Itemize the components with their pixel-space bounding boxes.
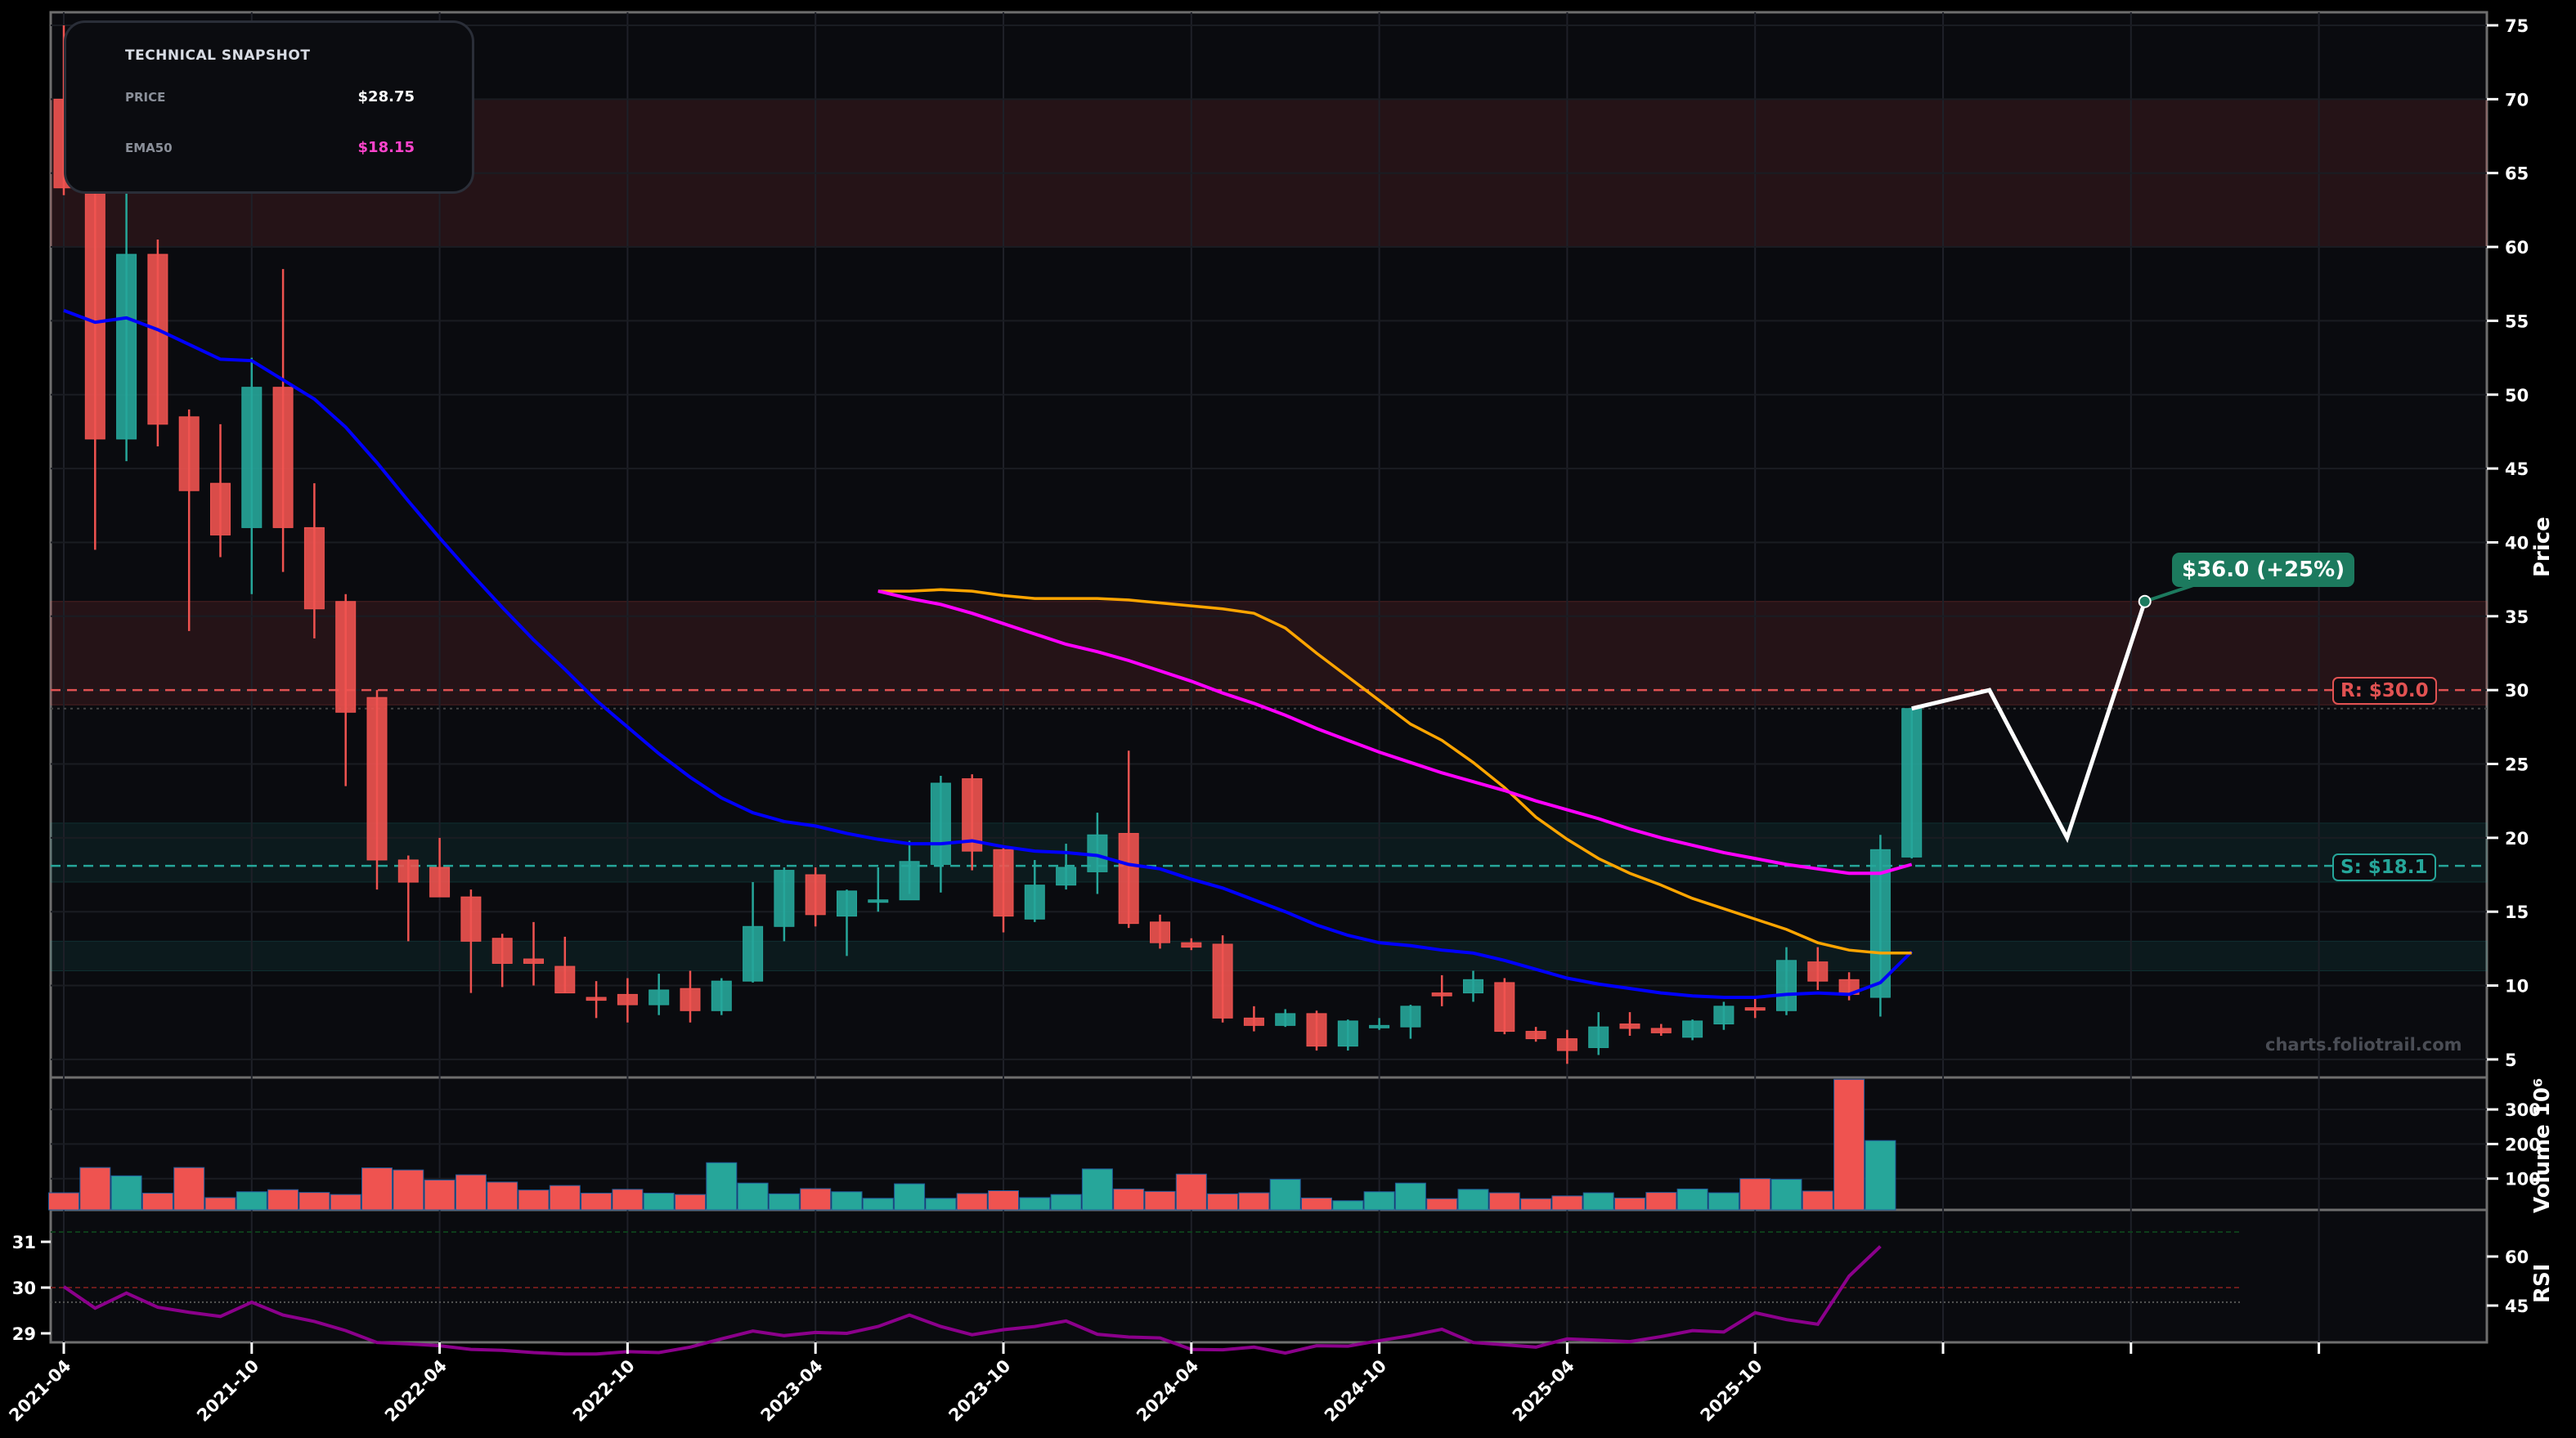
svg-text:2024-10: 2024-10 <box>1321 1356 1390 1426</box>
support-tag: S: $18.1 <box>2332 853 2436 881</box>
svg-text:2025-04: 2025-04 <box>1509 1356 1578 1426</box>
svg-text:31: 31 <box>12 1233 36 1252</box>
price-label: PRICE <box>125 89 166 105</box>
volume-axis-title: Volume 10⁶ <box>2530 1077 2555 1213</box>
svg-text:2021-10: 2021-10 <box>193 1356 263 1426</box>
resistance-tag: R: $30.0 <box>2332 677 2437 705</box>
svg-text:25: 25 <box>2505 755 2529 775</box>
svg-text:29: 29 <box>12 1324 36 1344</box>
ema50-value: $18.15 <box>357 139 415 156</box>
price-value: $28.75 <box>357 88 415 105</box>
target-price-label: $36.0 (+25%) <box>2172 553 2355 587</box>
technical-snapshot-panel: TECHNICAL SNAPSHOT PRICE $28.75 EMA50 $1… <box>64 20 474 194</box>
svg-text:2024-04: 2024-04 <box>1133 1356 1202 1426</box>
svg-text:45: 45 <box>2505 459 2529 479</box>
svg-text:75: 75 <box>2505 16 2529 36</box>
snapshot-title: TECHNICAL SNAPSHOT <box>125 47 311 64</box>
svg-text:45: 45 <box>2505 1297 2529 1316</box>
svg-text:60: 60 <box>2505 1248 2529 1267</box>
svg-text:70: 70 <box>2505 90 2529 110</box>
svg-text:60: 60 <box>2505 238 2529 258</box>
svg-text:35: 35 <box>2505 607 2529 627</box>
rsi-axis-title: RSI <box>2530 1263 2555 1303</box>
price-axis-title: Price <box>2530 517 2555 577</box>
svg-text:40: 40 <box>2505 533 2529 553</box>
svg-text:5: 5 <box>2505 1051 2517 1070</box>
svg-text:200: 200 <box>2505 1135 2541 1154</box>
svg-text:100: 100 <box>2505 1170 2541 1189</box>
ema50-label: EMA50 <box>125 140 173 155</box>
svg-text:50: 50 <box>2505 386 2529 405</box>
ema-lines <box>63 308 1914 1000</box>
svg-text:2023-10: 2023-10 <box>945 1356 1014 1426</box>
svg-text:65: 65 <box>2505 164 2529 184</box>
rsi-line <box>51 1231 2242 1356</box>
svg-text:20: 20 <box>2505 829 2529 849</box>
svg-text:10: 10 <box>2505 977 2529 997</box>
svg-text:15: 15 <box>2505 903 2529 922</box>
volume-bars <box>48 1078 1896 1211</box>
svg-text:2022-10: 2022-10 <box>569 1356 639 1426</box>
svg-text:55: 55 <box>2505 311 2529 331</box>
watermark: charts.foliotrail.com <box>2265 1035 2462 1055</box>
svg-text:2023-04: 2023-04 <box>757 1356 827 1426</box>
svg-text:30: 30 <box>2505 681 2529 701</box>
svg-text:300: 300 <box>2505 1100 2541 1120</box>
svg-text:2022-04: 2022-04 <box>381 1356 451 1426</box>
svg-text:2021-04: 2021-04 <box>5 1356 74 1426</box>
svg-text:2025-10: 2025-10 <box>1697 1356 1766 1426</box>
svg-text:30: 30 <box>12 1279 36 1298</box>
price-candles <box>53 25 1923 1064</box>
